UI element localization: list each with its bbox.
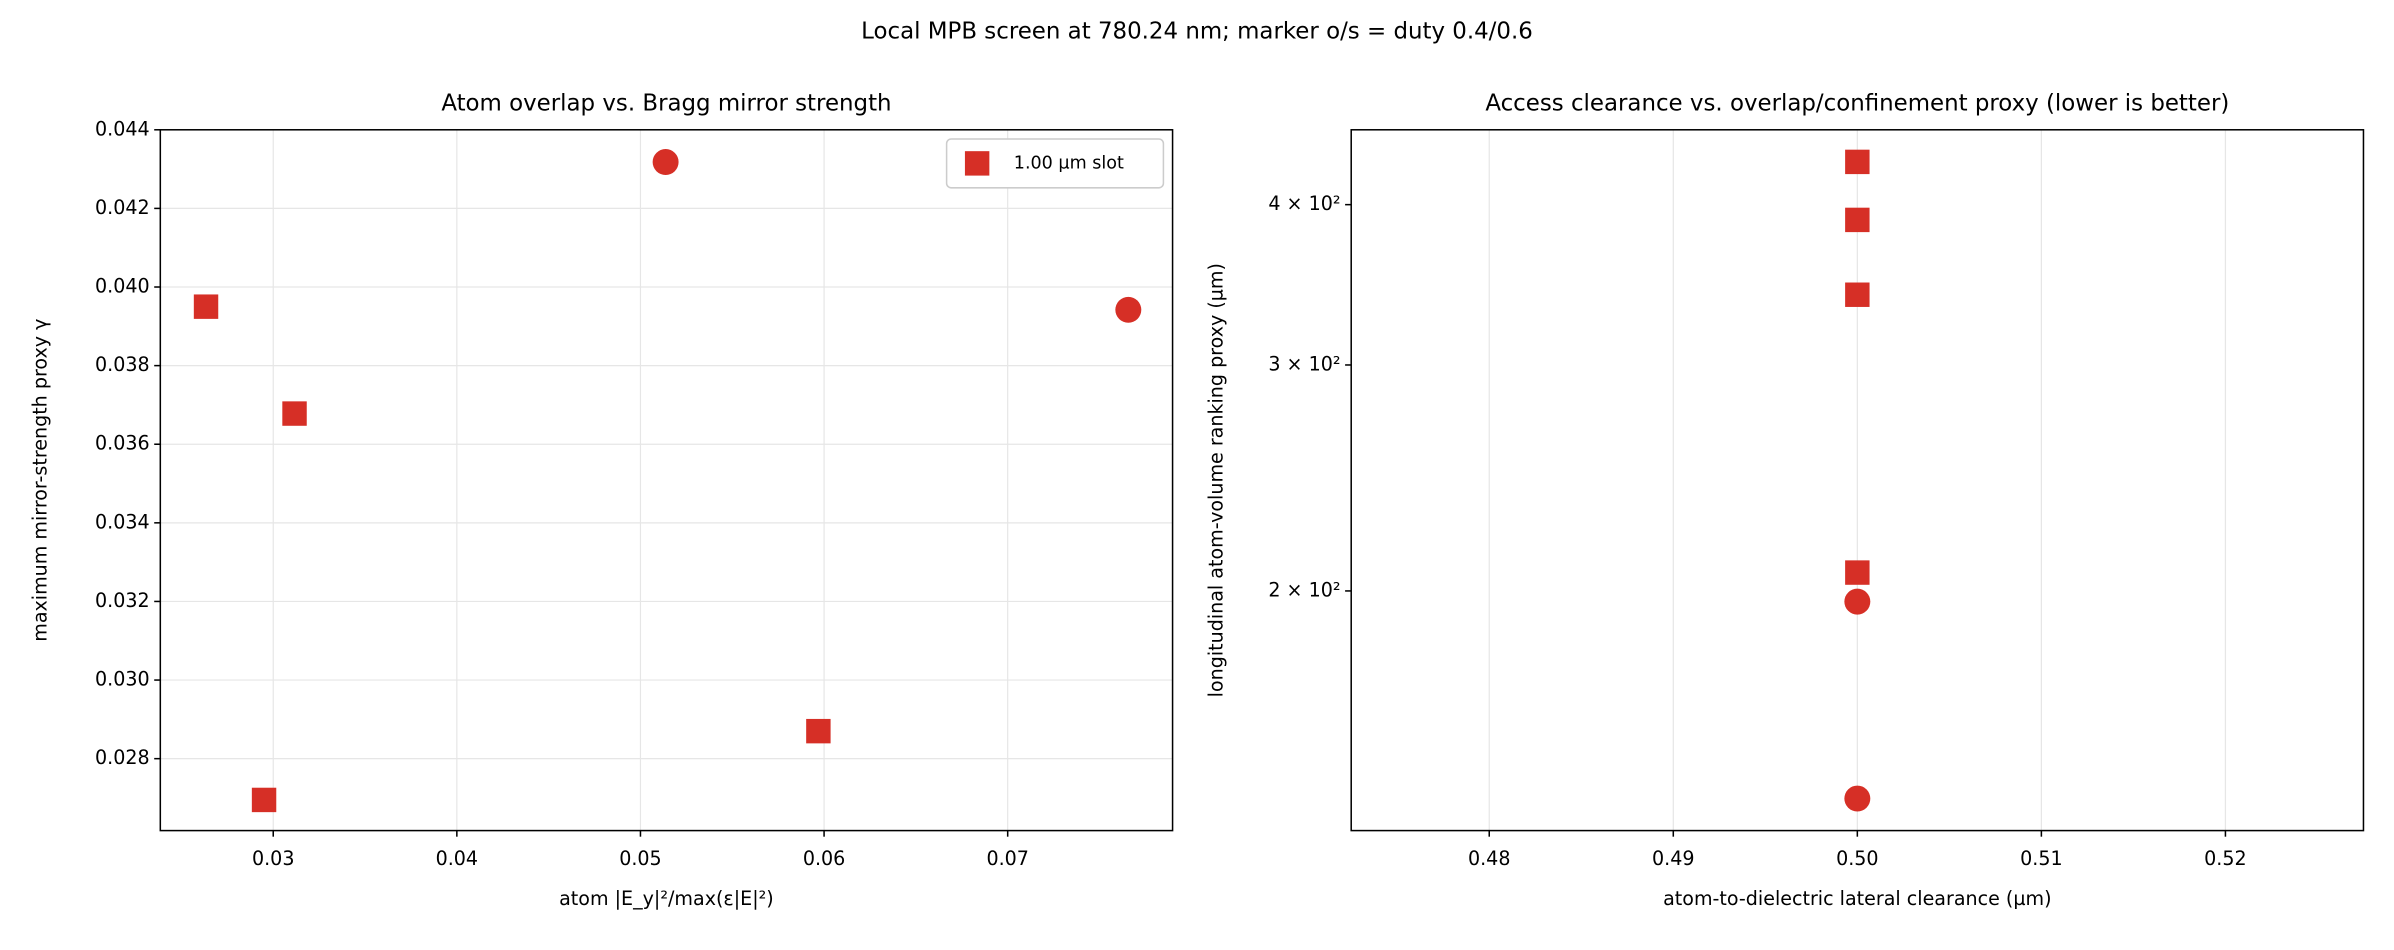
x-tick-label: 0.04 xyxy=(436,848,478,870)
marker xyxy=(1844,588,1871,615)
legend-marker xyxy=(964,151,990,176)
y-tick-label: 0.038 xyxy=(95,354,150,376)
figure-title: Local MPB screen at 780.24 nm; marker o/… xyxy=(861,19,1533,45)
y-axis-label: maximum mirror-strength proxy γ xyxy=(30,319,52,642)
legend-label: 1.00 µm slot xyxy=(1014,153,1124,173)
x-tick-label: 0.51 xyxy=(2020,848,2062,870)
y-tick-label: 2 × 10² xyxy=(1268,579,1340,601)
marker xyxy=(652,149,679,176)
y-tick-label: 0.040 xyxy=(95,276,150,298)
marker xyxy=(1845,207,1870,233)
marker xyxy=(806,718,831,744)
x-tick-label: 0.52 xyxy=(2204,848,2246,870)
marker xyxy=(251,787,277,813)
marker xyxy=(282,401,307,426)
marker xyxy=(193,294,219,319)
x-tick-label: 0.48 xyxy=(1468,848,1510,870)
legend-frame xyxy=(945,138,1165,189)
x-tick-label: 0.50 xyxy=(1836,848,1878,870)
marker xyxy=(1844,785,1871,812)
y-axis-label: longitudinal atom-volume ranking proxy (… xyxy=(1205,263,1227,697)
y-tick-label: 0.032 xyxy=(95,590,150,612)
marker xyxy=(1845,560,1870,585)
x-axis-label: atom-to-dielectric lateral clearance (µm… xyxy=(1663,888,2051,910)
marker xyxy=(1845,149,1870,175)
y-tick-label: 0.044 xyxy=(95,118,150,140)
y-tick-label: 3 × 10² xyxy=(1268,353,1340,375)
x-tick-label: 0.03 xyxy=(252,848,294,870)
x-tick-label: 0.06 xyxy=(803,848,845,870)
marker xyxy=(1115,296,1142,323)
axes-frame xyxy=(159,129,1174,832)
x-axis-label: atom |E_y|²/max(ε|E|²) xyxy=(559,888,774,910)
y-tick-label: 0.030 xyxy=(95,669,150,691)
y-tick-label: 0.034 xyxy=(95,511,150,533)
axes-frame xyxy=(1350,129,2365,832)
axes-title: Atom overlap vs. Bragg mirror strength xyxy=(441,90,891,116)
marker xyxy=(1845,282,1870,307)
axes-title: Access clearance vs. overlap/confinement… xyxy=(1485,90,2229,116)
x-tick-label: 0.07 xyxy=(986,848,1028,870)
x-tick-label: 0.49 xyxy=(1652,848,1694,870)
y-tick-label: 4 × 10² xyxy=(1268,193,1340,215)
y-tick-label: 0.042 xyxy=(95,197,150,219)
y-tick-label: 0.028 xyxy=(95,747,150,769)
y-tick-label: 0.036 xyxy=(95,433,150,455)
x-tick-label: 0.05 xyxy=(619,848,661,870)
